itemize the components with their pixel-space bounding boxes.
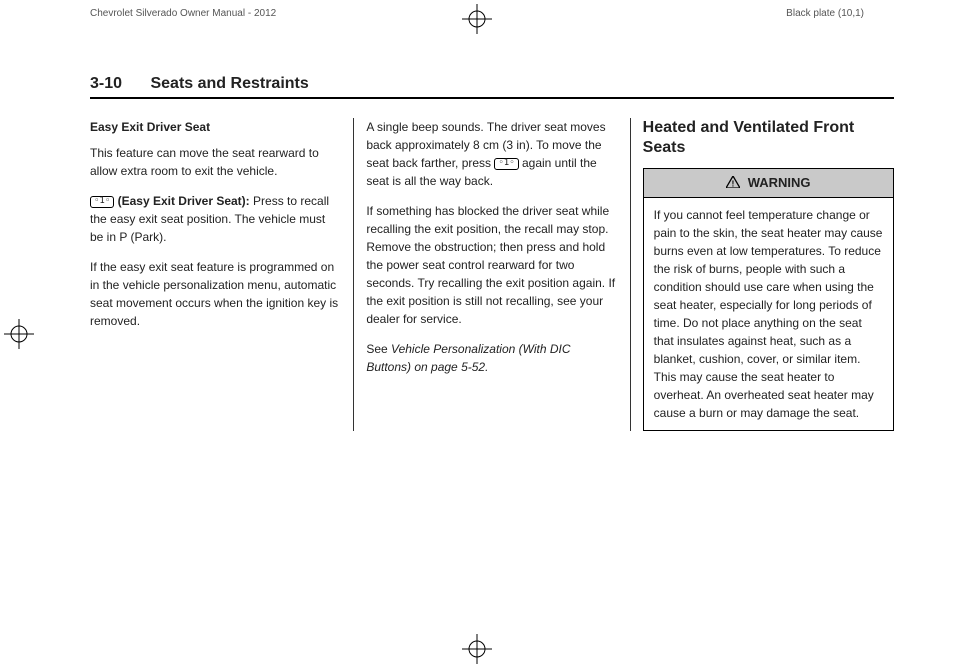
heated-seats-title: Heated and Ventilated Front Seats — [643, 118, 894, 158]
memory-button-icon: ◦1◦ — [494, 158, 518, 170]
plate-info: Black plate (10,1) — [786, 8, 864, 19]
column-1: Easy Exit Driver Seat This feature can m… — [90, 118, 353, 431]
col1-paragraph-1: This feature can move the seat rearward … — [90, 144, 341, 180]
content-columns: Easy Exit Driver Seat This feature can m… — [90, 118, 894, 431]
svg-text:!: ! — [732, 179, 735, 188]
col1-paragraph-3: If the easy exit seat feature is program… — [90, 258, 341, 330]
page-number: 3-10 — [90, 75, 122, 92]
column-2: A single beep sounds. The driver seat mo… — [354, 118, 629, 431]
warning-box: ! WARNING If you cannot feel temperature… — [643, 168, 894, 431]
easy-exit-subhead: Easy Exit Driver Seat — [90, 118, 341, 136]
memory-button-icon: ◦1◦ — [90, 196, 114, 208]
manual-title: Chevrolet Silverado Owner Manual - 2012 — [90, 8, 276, 19]
warning-label: WARNING — [748, 175, 811, 190]
cross-reference-link[interactable]: Vehicle Personalization (With DIC Button… — [366, 342, 570, 374]
registration-mark-left-icon — [4, 319, 34, 349]
easy-exit-label: (Easy Exit Driver Seat): — [118, 194, 250, 208]
col2-paragraph-1: A single beep sounds. The driver seat mo… — [366, 118, 617, 190]
registration-mark-bottom-icon — [462, 634, 492, 664]
page-header: 3-10 Seats and Restraints — [90, 75, 894, 99]
col1-paragraph-2: ◦1◦ (Easy Exit Driver Seat): Press to re… — [90, 192, 341, 246]
col2-see-lead: See — [366, 342, 391, 356]
col2-paragraph-2: If something has blocked the driver seat… — [366, 202, 617, 328]
warning-triangle-icon: ! — [726, 174, 740, 194]
chapter-title: Seats and Restraints — [150, 75, 308, 92]
col2-paragraph-3: See Vehicle Personalization (With DIC Bu… — [366, 340, 617, 376]
warning-title-bar: ! WARNING — [644, 169, 893, 198]
column-3: Heated and Ventilated Front Seats ! WARN… — [631, 118, 894, 431]
warning-body-text: If you cannot feel temperature change or… — [644, 198, 893, 430]
